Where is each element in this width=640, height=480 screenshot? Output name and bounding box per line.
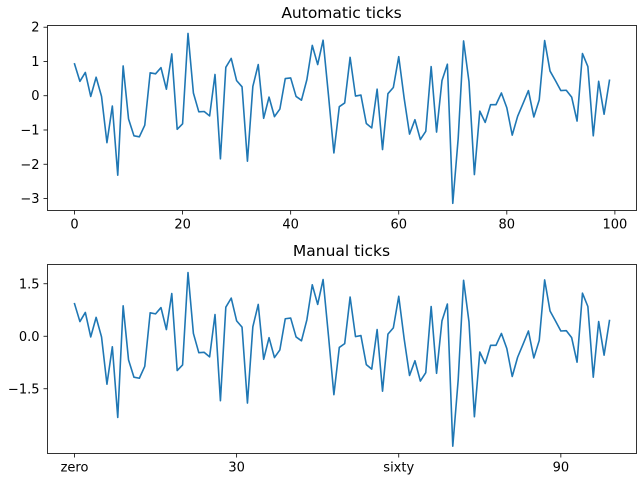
axes-title-manual: Manual ticks (293, 242, 390, 260)
plot-area-automatic (73, 32, 611, 205)
x-tick-label: 30 (228, 461, 245, 476)
axes-manual-ticks: Manual ticks zero 30 sixty 90 1.5 0.0 −1.5 (8, 242, 637, 476)
y-axis-manual: 1.5 0.0 −1.5 (8, 277, 48, 397)
x-tick-label: 0 (70, 218, 78, 233)
x-tick-label: 100 (602, 218, 627, 233)
y-tick-label: −1 (20, 123, 39, 138)
x-axis-automatic: 0 20 40 60 80 100 (70, 210, 627, 233)
y-tick-label: 1 (31, 55, 39, 70)
y-tick-label: 0.0 (19, 330, 40, 345)
axes-title-automatic: Automatic ticks (281, 4, 401, 22)
x-tick-label: zero (61, 461, 89, 476)
plot-area-manual (73, 271, 611, 447)
y-tick-label: −1.5 (8, 382, 40, 397)
axes-frame-automatic (47, 25, 637, 211)
y-tick-label: −3 (20, 192, 39, 207)
y-axis-automatic: 2 1 0 −1 −2 −3 (20, 21, 48, 207)
series-line (73, 32, 611, 205)
x-tick-label: 60 (390, 218, 407, 233)
y-tick-label: 0 (31, 89, 39, 104)
y-tick-label: 1.5 (19, 277, 40, 292)
axes-frame-manual (47, 264, 637, 454)
y-tick-label: 2 (31, 21, 39, 36)
x-tick-label: 90 (553, 461, 570, 476)
x-tick-label: 20 (174, 218, 191, 233)
x-tick-label: 80 (499, 218, 516, 233)
y-tick-label: −2 (20, 158, 39, 173)
x-tick-label: sixty (383, 461, 414, 476)
x-tick-label: 40 (282, 218, 299, 233)
x-axis-manual: zero 30 sixty 90 (61, 453, 570, 476)
axes-automatic-ticks: Automatic ticks 0 20 40 60 80 100 2 1 0 −1 −2 −3 (20, 4, 637, 233)
series-line (73, 271, 611, 447)
